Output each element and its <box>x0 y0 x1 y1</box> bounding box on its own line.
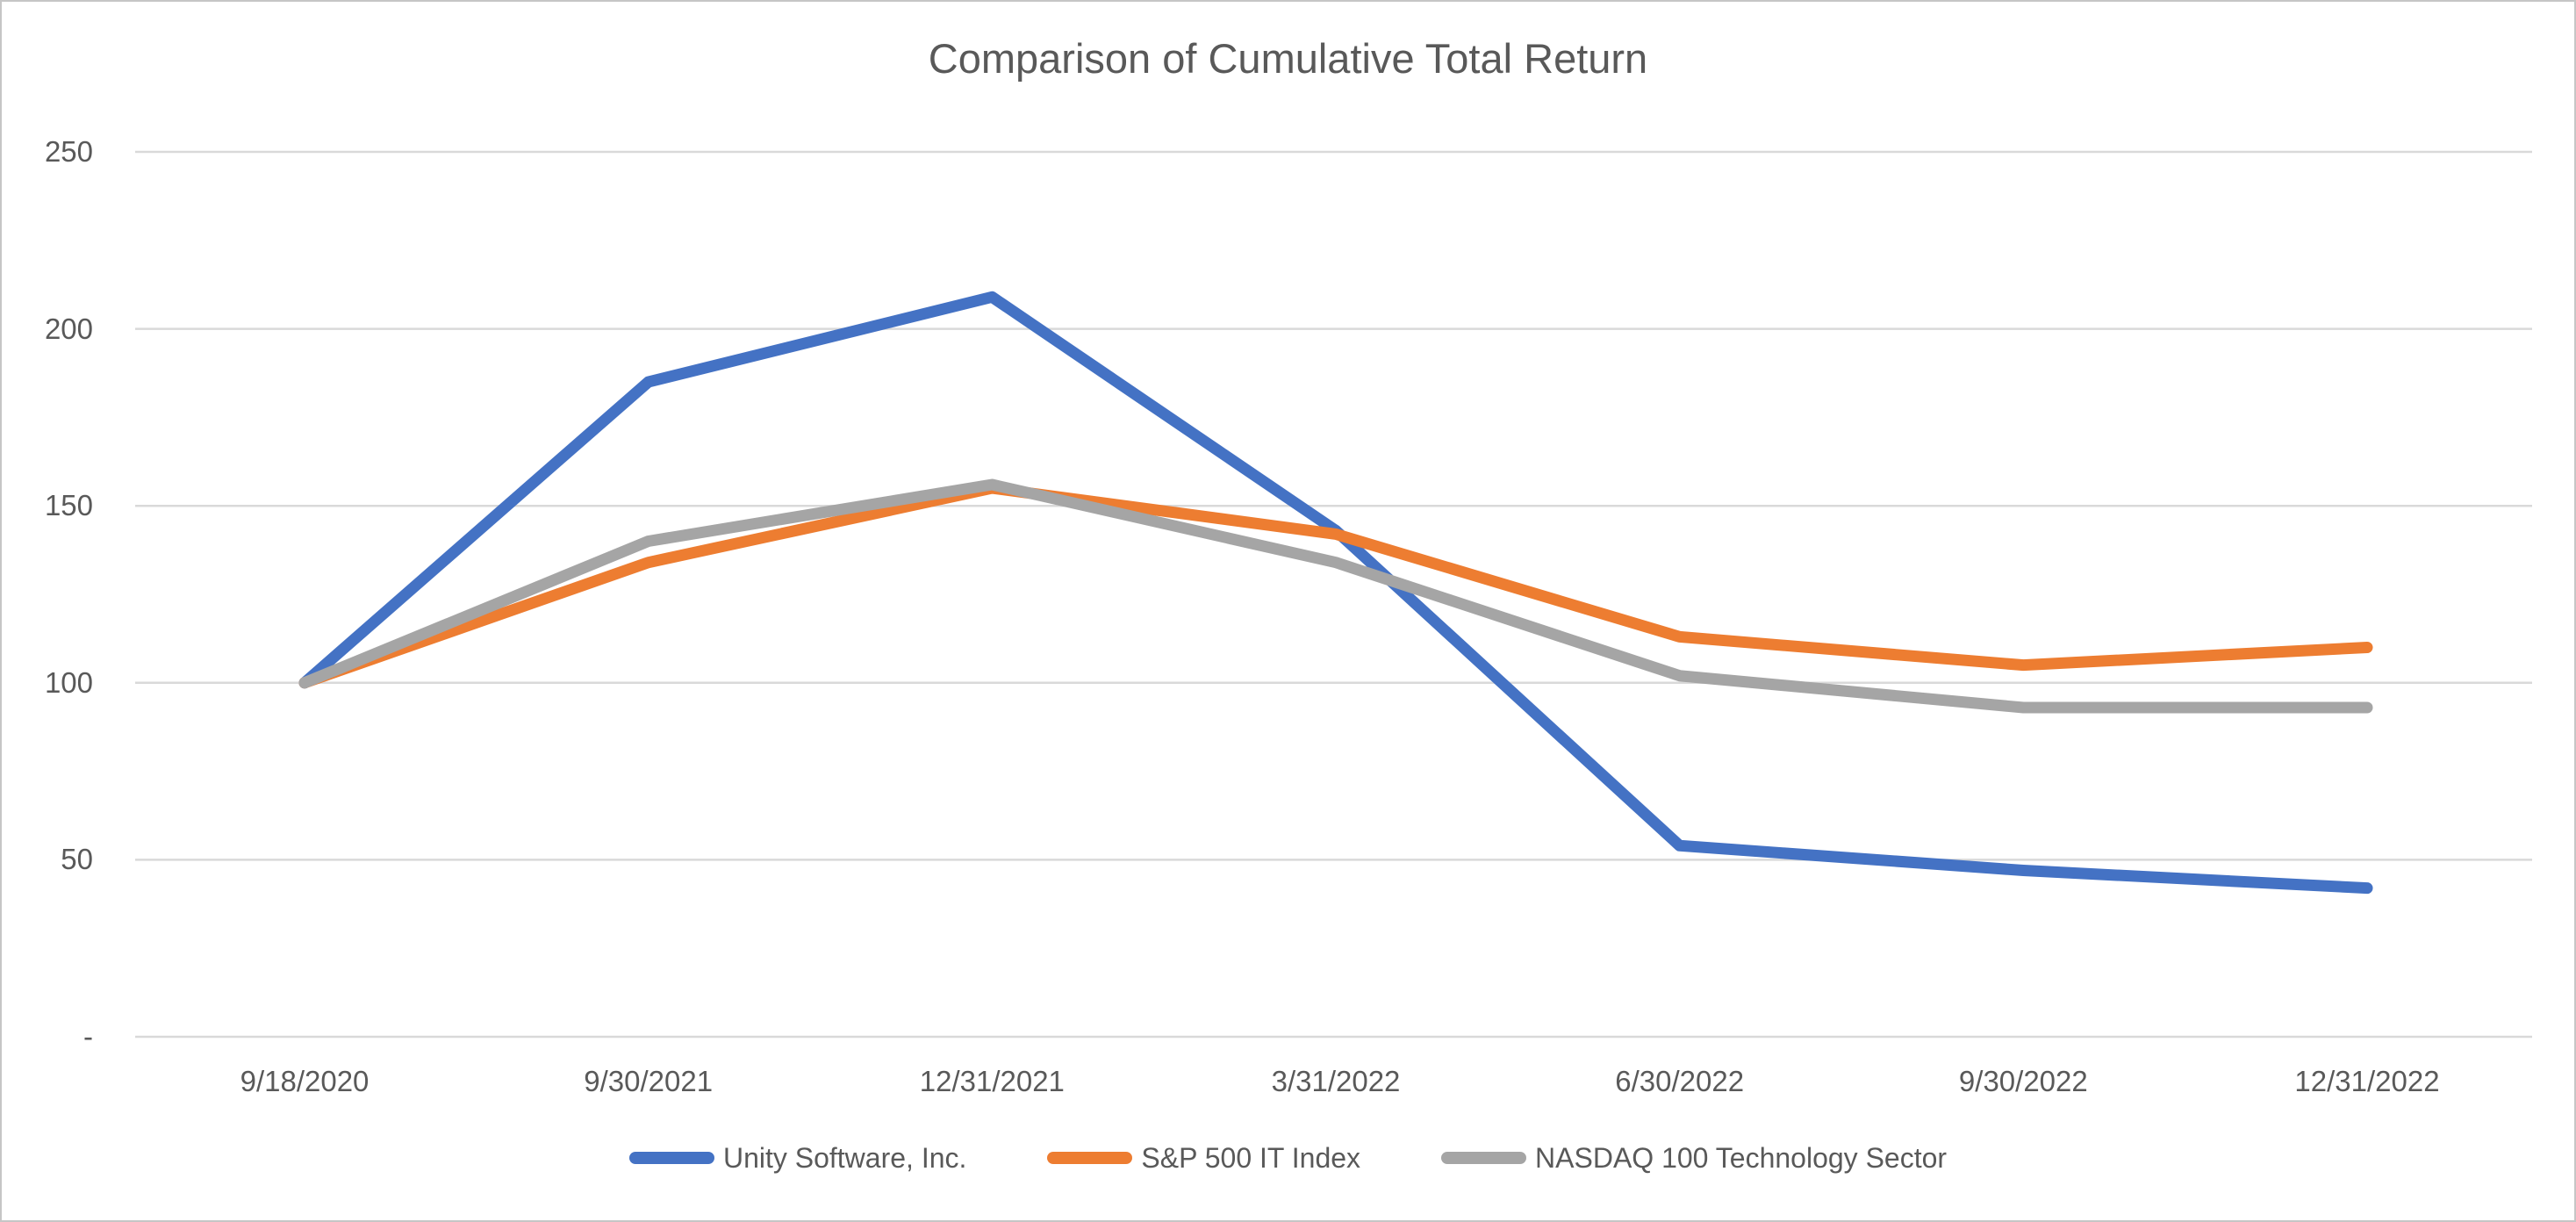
y-tick-label-200: 200 <box>44 312 93 345</box>
x-tick-label-9-30-2022: 9/30/2022 <box>1958 1065 2088 1097</box>
series-line-nasdaq-100-technology-sector <box>298 478 2373 714</box>
y-tick-label-150: 150 <box>44 489 93 522</box>
x-tick-label-12-31-2021: 12/31/2021 <box>919 1065 1065 1097</box>
y-tick-label-250: 250 <box>44 135 93 168</box>
y-tick-label-100: 100 <box>44 665 93 699</box>
chart-legend: Unity Software, Inc. S&P 500 IT Index NASD… <box>2 1139 2574 1176</box>
legend-swatch-unity-software-inc <box>628 1152 714 1164</box>
series-line-unity-software-inc <box>298 291 2373 895</box>
legend-item-unity-software-inc: Unity Software, Inc. <box>628 1139 967 1176</box>
legend-item-nasdaq-100-technology-sector: NASDAQ 100 Technology Sector <box>1441 1139 1947 1176</box>
chart-title: Comparison of Cumulative Total Return <box>928 35 1648 82</box>
x-tick-label-3-31-2022: 3/31/2022 <box>1271 1065 1401 1097</box>
legend-label-s-p-500-it-index: S&P 500 IT Index <box>1141 1142 1361 1174</box>
legend-label-nasdaq-100-technology-sector: NASDAQ 100 Technology Sector <box>1535 1142 1948 1174</box>
y-tick-label-50: 50 <box>61 843 93 876</box>
x-tick-label-9-30-2021: 9/30/2021 <box>584 1065 714 1097</box>
legend-item-s-p-500-it-index: S&P 500 IT Index <box>1047 1139 1360 1176</box>
gridlines <box>135 150 2532 1039</box>
y-tick-label--: - <box>83 1020 93 1053</box>
x-tick-label-9-18-2020: 9/18/2020 <box>240 1065 370 1097</box>
legend-label-unity-software-inc: Unity Software, Inc. <box>722 1142 967 1174</box>
legend-swatch-nasdaq-100-technology-sector <box>1441 1152 1527 1164</box>
legend-swatch-s-p-500-it-index <box>1047 1152 1133 1164</box>
x-tick-label-12-31-2022: 12/31/2022 <box>2294 1065 2440 1097</box>
x-tick-label-6-30-2022: 6/30/2022 <box>1615 1065 1745 1097</box>
series-line-s-p-500-it-index <box>298 482 2373 689</box>
